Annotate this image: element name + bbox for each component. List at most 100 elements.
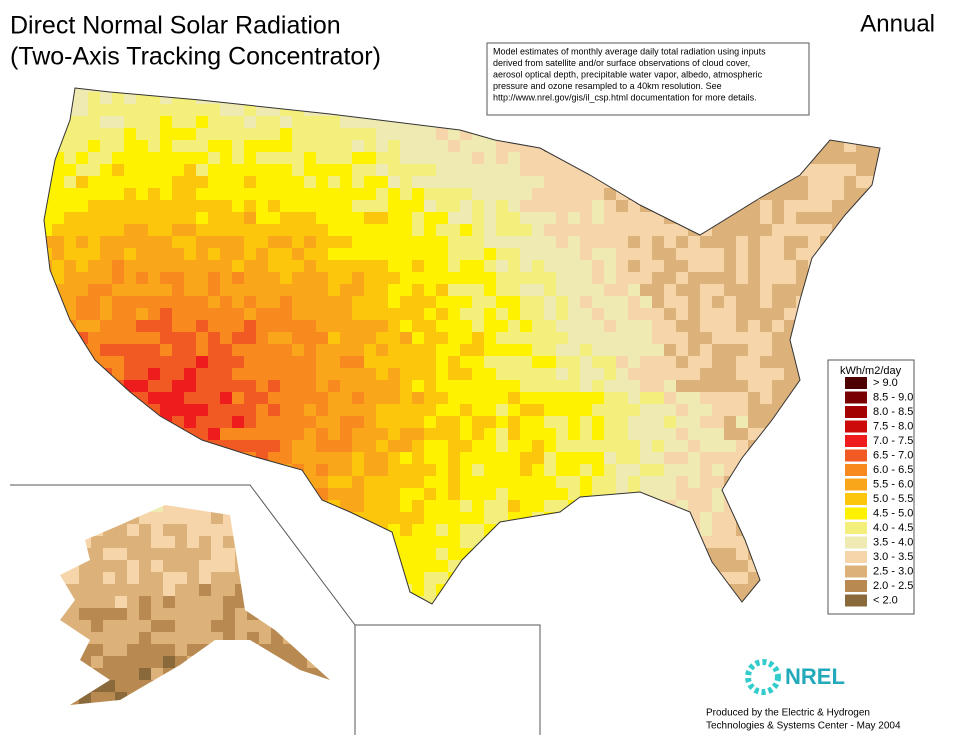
raster-cell [271,536,283,548]
raster-cell [127,560,139,572]
raster-cell [520,236,532,248]
raster-cell [604,116,616,128]
raster-cell [640,248,652,260]
raster-cell [292,260,304,272]
raster-cell [136,440,148,452]
raster-cell [412,308,424,320]
raster-cell [91,608,103,620]
raster-cell [208,500,220,512]
raster-cell [328,488,340,500]
raster-cell [208,308,220,320]
raster-cell [340,200,352,212]
raster-cell [412,260,424,272]
raster-cell [100,512,112,524]
raster-cell [616,416,628,428]
raster-cell [436,440,448,452]
raster-cell [724,116,736,128]
raster-cell [532,428,544,440]
raster-cell [232,296,244,308]
raster-cell [88,380,100,392]
raster-cell [112,488,124,500]
raster-cell [481,669,493,681]
raster-cell [784,488,796,500]
raster-cell [772,272,784,284]
raster-cell [460,200,472,212]
raster-cell [376,440,388,452]
raster-cell [331,644,343,656]
raster-cell [820,236,832,248]
raster-cell [724,428,736,440]
raster-cell [76,284,88,296]
raster-cell [256,440,268,452]
raster-cell [44,416,52,428]
raster-cell [460,488,472,500]
raster-cell [136,200,148,212]
raster-cell [784,380,796,392]
raster-cell [532,332,544,344]
raster-cell [688,464,700,476]
raster-cell [100,416,112,428]
raster-cell [460,212,472,224]
raster-cell [136,500,148,512]
raster-cell [736,548,748,560]
raster-cell [724,572,736,584]
raster-cell [412,212,424,224]
raster-cell [592,140,604,152]
raster-cell [628,320,640,332]
raster-cell [244,428,256,440]
raster-cell [532,596,544,604]
raster-cell [652,140,664,152]
raster-cell [220,332,232,344]
raster-cell [580,236,592,248]
raster-cell [616,116,628,128]
raster-cell [388,428,400,440]
raster-cell [124,236,136,248]
raster-cell [820,224,832,236]
raster-cell [256,176,268,188]
raster-cell [400,584,412,596]
raster-cell [115,692,127,704]
raster-cell [508,356,520,368]
raster-cell [496,380,508,392]
raster-cell [760,452,772,464]
raster-cell [280,428,292,440]
raster-cell [184,236,196,248]
raster-cell [808,332,820,344]
raster-cell [139,536,151,548]
raster-cell [115,656,127,668]
raster-cell [544,452,556,464]
raster-cell [508,380,520,392]
raster-cell [256,188,268,200]
raster-cell [79,512,91,524]
legend-swatch [845,507,867,520]
raster-cell [52,596,64,604]
raster-cell [760,392,772,404]
raster-cell [592,488,604,500]
raster-cell [616,236,628,248]
raster-cell [376,200,388,212]
raster-cell [496,116,508,128]
raster-cell [376,236,388,248]
raster-cell [676,272,688,284]
raster-cell [340,464,352,476]
raster-cell [700,428,712,440]
raster-cell [256,476,268,488]
raster-cell [604,380,616,392]
raster-cell [616,560,628,572]
raster-cell [199,644,211,656]
raster-cell [220,164,232,176]
raster-cell [280,320,292,332]
raster-cell [148,356,160,368]
raster-cell [295,644,307,656]
raster-cell [424,404,436,416]
raster-cell [184,224,196,236]
raster-cell [268,272,280,284]
raster-cell [748,356,760,368]
raster-cell [88,476,100,488]
raster-cell [103,524,115,536]
raster-cell [220,248,232,260]
raster-cell [532,548,544,560]
raster-cell [196,260,208,272]
raster-cell [448,212,460,224]
raster-cell [508,536,520,548]
